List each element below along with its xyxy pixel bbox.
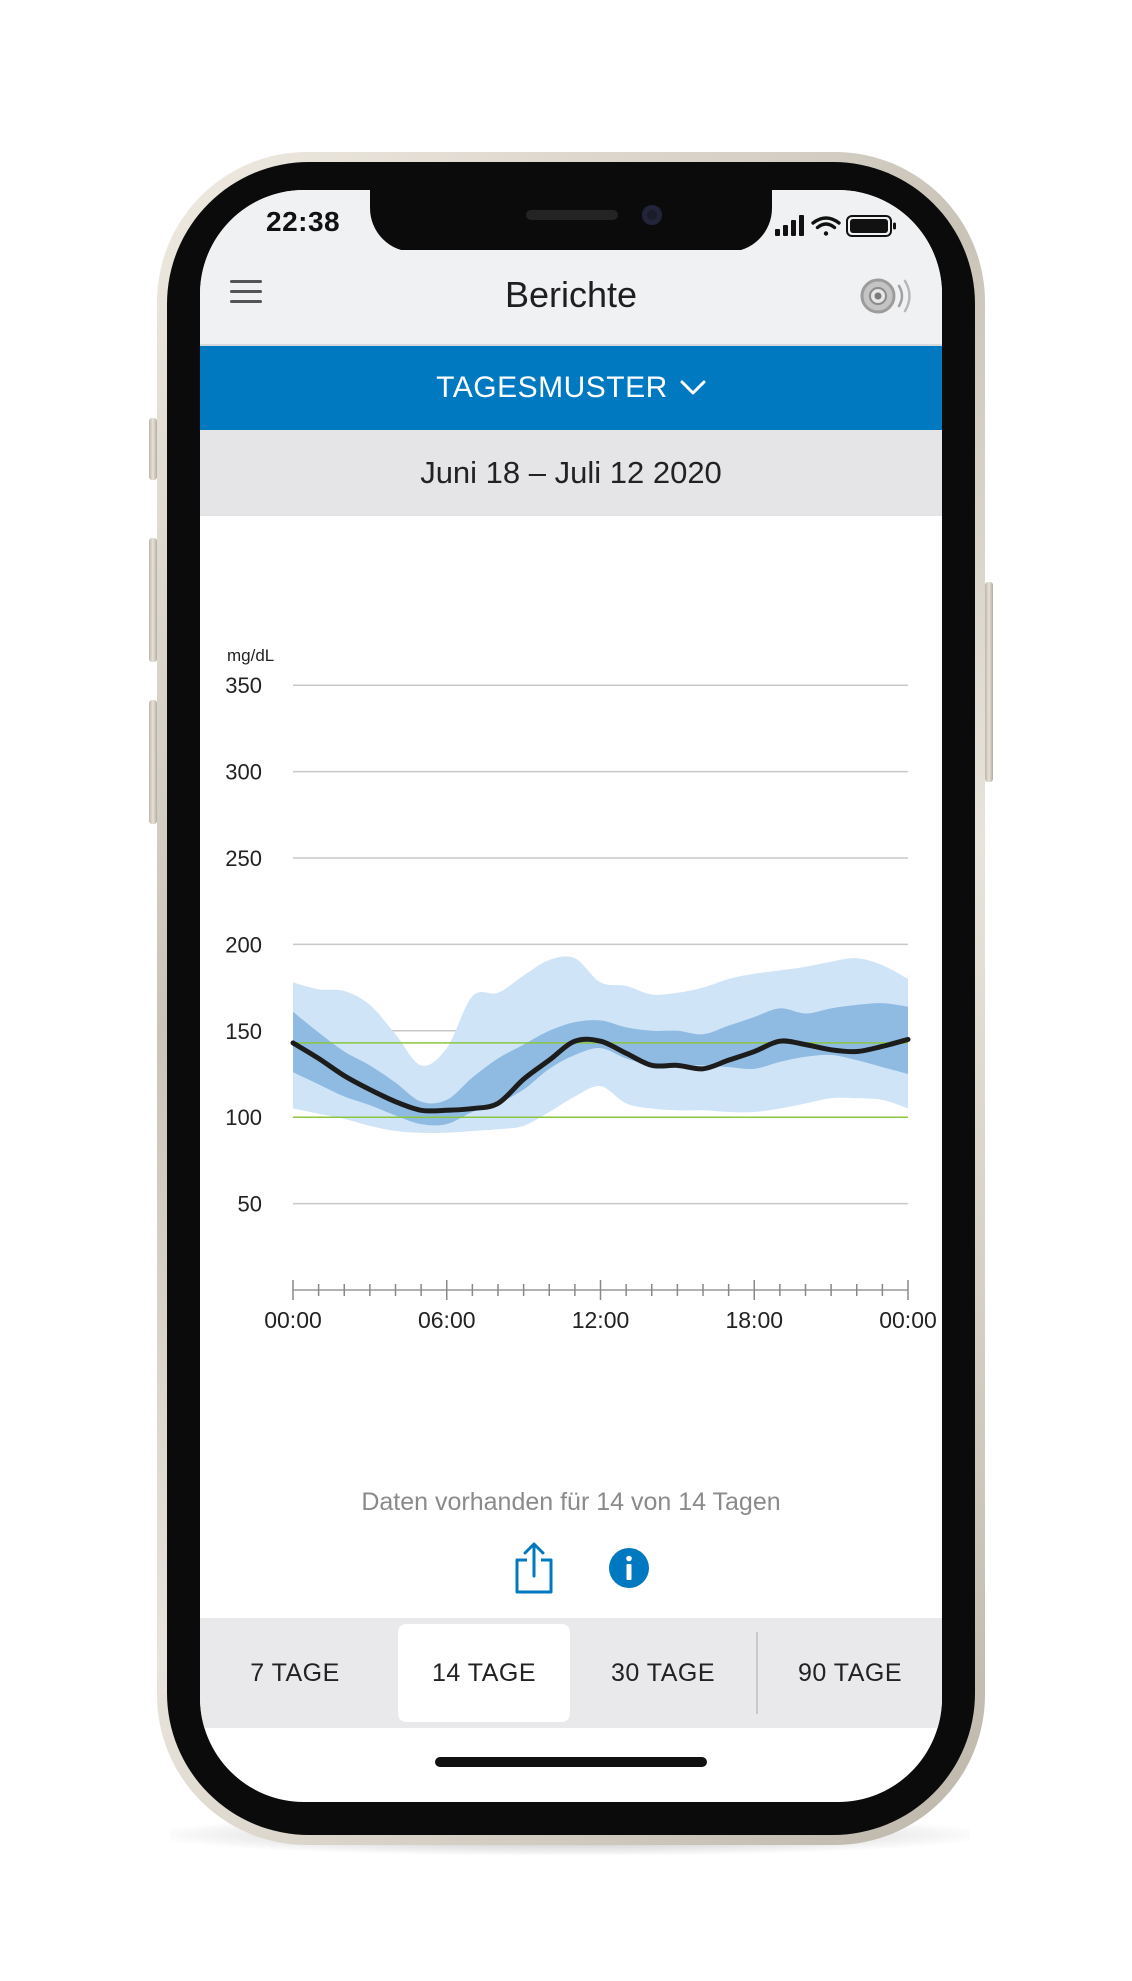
status-icons <box>775 215 896 237</box>
daily-pattern-chart: mg/dL 350 300 250 200 150 100 50 00:00 06:00 12:00… <box>225 646 937 1333</box>
sensor-scan-icon[interactable] <box>858 274 914 318</box>
data-availability-note: Daten vorhanden für 14 von 14 Tagen <box>361 1488 781 1516</box>
segment-divider <box>756 1632 758 1714</box>
mute-switch <box>149 418 157 480</box>
range-90-days[interactable]: 90 TAGE <box>797 1658 902 1687</box>
y-axis-unit-label: mg/dL <box>227 646 274 665</box>
front-camera <box>642 205 662 225</box>
earpiece-speaker <box>526 210 618 220</box>
power-button <box>985 582 993 782</box>
x-tick-label-4: 00:00 <box>879 1307 937 1333</box>
hamburger-menu-icon[interactable] <box>230 280 262 306</box>
y-tick-label-50: 50 <box>238 1192 262 1217</box>
report-type-label: TAGESMUSTER <box>436 371 668 404</box>
date-range: Juni 18 – Juli 12 2020 <box>200 430 942 516</box>
battery-icon <box>846 215 896 237</box>
page-title: Berichte <box>504 274 638 315</box>
y-tick-label-100: 100 <box>225 1105 262 1130</box>
y-tick-label-300: 300 <box>225 760 262 785</box>
wifi-icon <box>811 216 841 236</box>
status-time: 22:38 <box>266 206 341 237</box>
x-tick-label-0: 00:00 <box>264 1307 322 1333</box>
volume-down-button <box>149 700 157 824</box>
x-tick-label-3: 18:00 <box>725 1307 783 1333</box>
share-icon[interactable] <box>513 1542 555 1594</box>
y-tick-label-250: 250 <box>225 846 262 871</box>
median-line <box>290 1036 911 1114</box>
cellular-signal-icon <box>775 215 804 236</box>
y-tick-label-150: 150 <box>225 1019 262 1044</box>
range-selector: 7 TAGE 14 TAGE 30 TAGE 90 TAGE <box>200 1618 942 1728</box>
info-icon[interactable] <box>609 1548 649 1588</box>
home-indicator <box>435 1757 707 1767</box>
x-tick-label-1: 06:00 <box>418 1307 476 1333</box>
range-7-days[interactable]: 7 TAGE <box>250 1658 340 1687</box>
y-tick-label-350: 350 <box>225 673 262 698</box>
notch <box>370 190 772 252</box>
nav-bar: Berichte <box>200 250 942 346</box>
volume-up-button <box>149 538 157 662</box>
phone-screen: 22:38 Berichte <box>200 190 942 1802</box>
percentile-25-75-band <box>293 1003 908 1126</box>
chevron-down-icon <box>680 380 706 395</box>
range-14-days[interactable]: 14 TAGE <box>398 1624 570 1722</box>
x-tick-label-2: 12:00 <box>572 1307 630 1333</box>
range-30-days[interactable]: 30 TAGE <box>610 1658 715 1687</box>
y-tick-label-200: 200 <box>225 932 262 957</box>
report-type-selector[interactable]: TAGESMUSTER <box>200 346 942 430</box>
